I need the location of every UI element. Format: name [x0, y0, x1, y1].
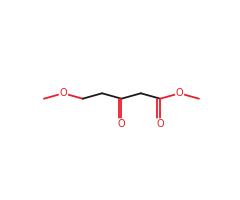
Text: O: O: [118, 119, 125, 129]
Text: O: O: [156, 119, 164, 129]
Text: O: O: [60, 88, 67, 98]
Text: O: O: [176, 88, 183, 98]
